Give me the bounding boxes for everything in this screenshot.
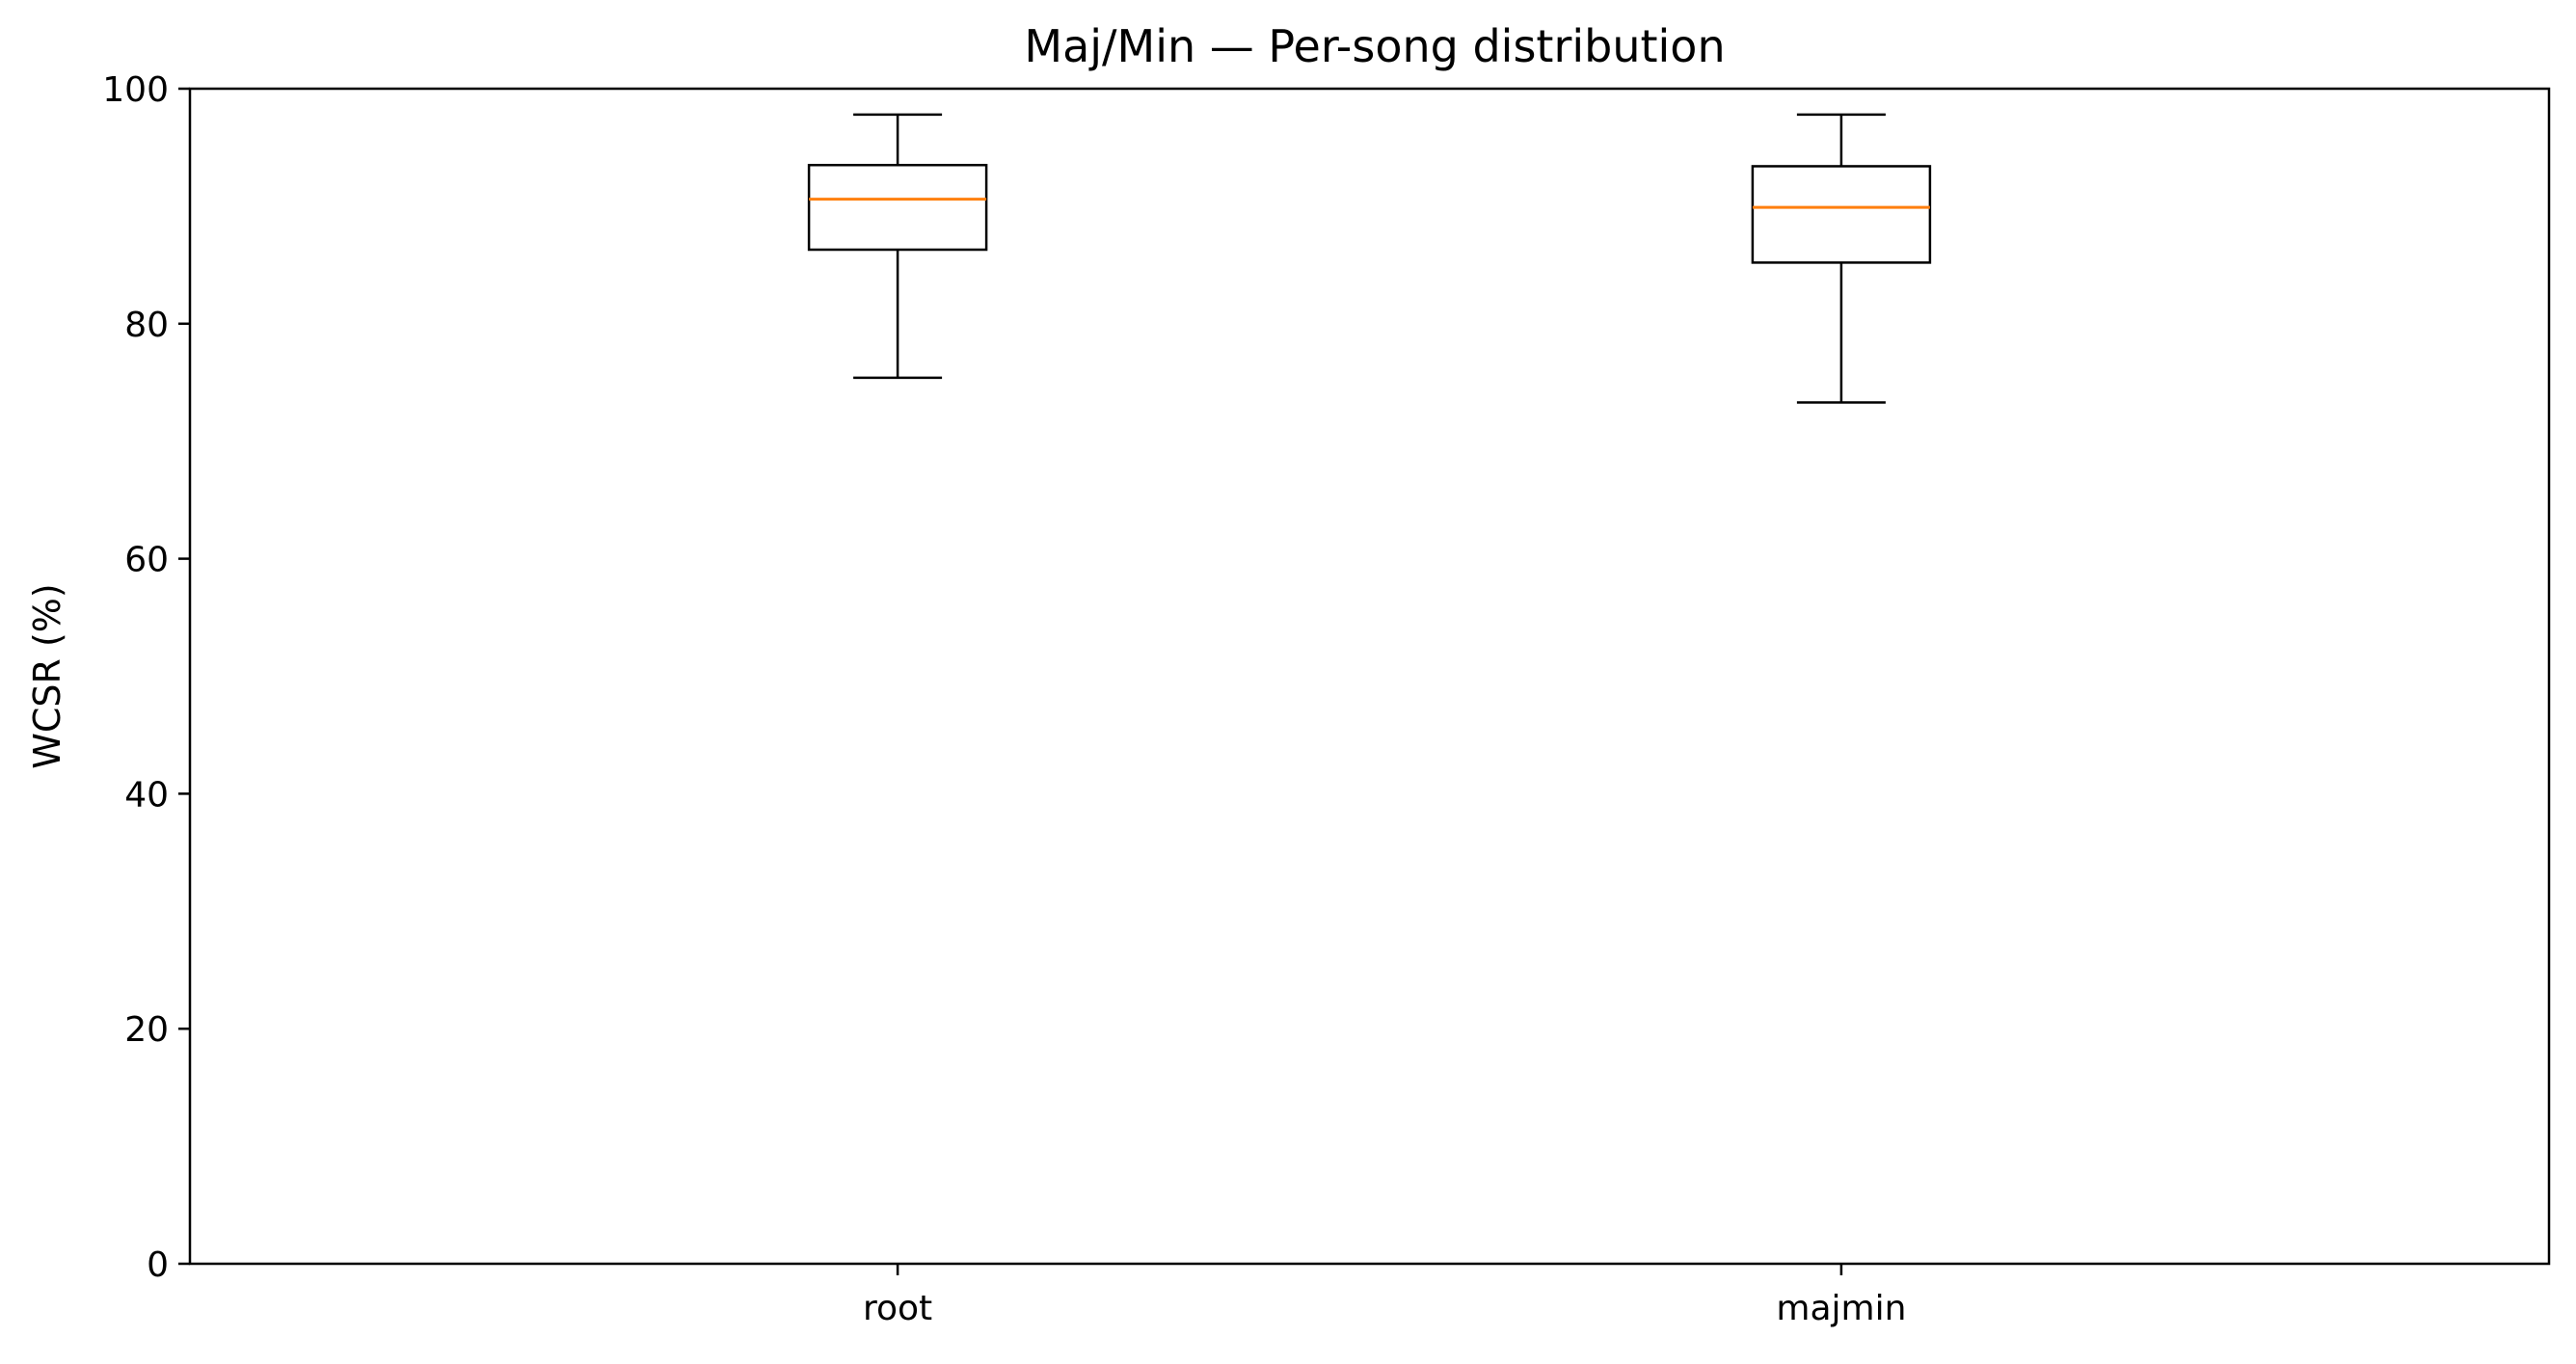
y-tick-label: 0 (147, 1245, 169, 1285)
y-tick-label: 80 (124, 306, 169, 345)
iqr-box (807, 163, 988, 252)
y-tick-label: 60 (124, 541, 169, 580)
y-axis-label: WCSR (%) (26, 583, 68, 768)
iqr-box (1751, 165, 1932, 264)
y-tick-label: 40 (124, 775, 169, 815)
y-tick-label: 100 (102, 70, 169, 110)
y-tick-label: 20 (124, 1010, 169, 1050)
x-tick-label: root (863, 1289, 932, 1328)
box-majmin (1751, 113, 1932, 404)
box-root (807, 113, 988, 380)
plot-area: 0 20 40 60 80 100 root majmin (102, 70, 2551, 1328)
axes-frame (188, 87, 2551, 1266)
x-tick-label: majmin (1776, 1289, 1906, 1328)
chart-title: Maj/Min — Per-song distribution (1024, 20, 1725, 72)
